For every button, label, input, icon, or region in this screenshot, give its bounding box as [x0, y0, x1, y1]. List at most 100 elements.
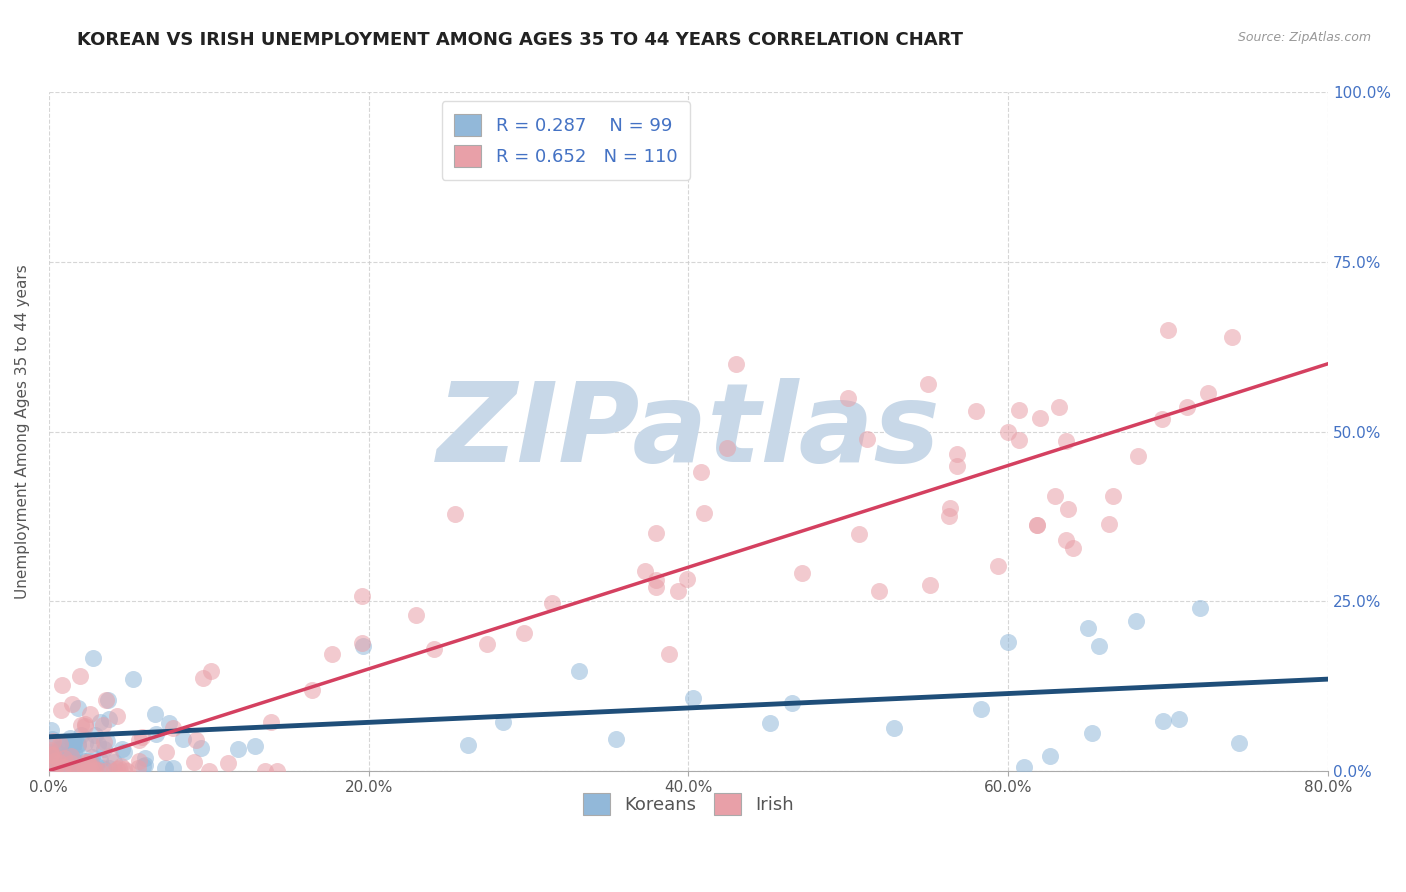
Point — [56, 748, 79, 763]
Point — [190, 740, 212, 755]
Point — [73, 719, 96, 733]
Point — [77, 763, 100, 777]
Point — [918, 578, 941, 592]
Point — [645, 526, 668, 541]
Point — [56, 754, 79, 768]
Point — [73, 754, 96, 768]
Point — [44, 753, 66, 767]
Point — [197, 764, 219, 778]
Point — [321, 647, 343, 661]
Point — [134, 758, 156, 772]
Point — [52, 760, 75, 774]
Point — [352, 589, 374, 603]
Point — [67, 737, 90, 751]
Point — [56, 747, 79, 762]
Point — [103, 755, 125, 769]
Point — [153, 761, 176, 775]
Point — [46, 753, 69, 767]
Point — [62, 763, 84, 777]
Point — [52, 739, 75, 754]
Point — [970, 702, 993, 716]
Point — [73, 717, 96, 731]
Point — [98, 761, 121, 775]
Point — [110, 741, 132, 756]
Point — [512, 625, 534, 640]
Point — [1062, 541, 1084, 556]
Point — [49, 756, 72, 771]
Point — [105, 709, 128, 723]
Point — [1025, 518, 1047, 533]
Point — [217, 756, 239, 770]
Point — [1081, 726, 1104, 740]
Point — [65, 761, 87, 775]
Point — [939, 501, 962, 516]
Point — [63, 754, 86, 768]
Text: ZIPatlas: ZIPatlas — [437, 378, 941, 485]
Point — [1177, 401, 1199, 415]
Point — [38, 763, 60, 777]
Point — [690, 466, 713, 480]
Y-axis label: Unemployment Among Ages 35 to 44 years: Unemployment Among Ages 35 to 44 years — [15, 264, 30, 599]
Point — [65, 756, 87, 771]
Point — [63, 736, 86, 750]
Point — [80, 764, 103, 778]
Point — [59, 761, 82, 775]
Point — [1088, 639, 1111, 653]
Point — [63, 746, 86, 760]
Point — [759, 715, 782, 730]
Point — [115, 764, 138, 778]
Point — [93, 742, 115, 756]
Point — [42, 734, 65, 748]
Point — [1047, 400, 1070, 414]
Point — [1057, 502, 1080, 516]
Point — [1157, 323, 1180, 337]
Point — [93, 735, 115, 749]
Text: KOREAN VS IRISH UNEMPLOYMENT AMONG AGES 35 TO 44 YEARS CORRELATION CHART: KOREAN VS IRISH UNEMPLOYMENT AMONG AGES … — [77, 31, 963, 49]
Point — [46, 763, 69, 777]
Point — [62, 761, 84, 775]
Point — [59, 749, 82, 764]
Point — [48, 742, 70, 756]
Point — [492, 714, 515, 729]
Point — [1029, 411, 1052, 425]
Point — [82, 761, 104, 775]
Point — [301, 683, 323, 698]
Point — [70, 718, 93, 732]
Point — [49, 737, 72, 751]
Point — [83, 728, 105, 742]
Point — [443, 507, 465, 521]
Point — [352, 636, 374, 650]
Point — [39, 723, 62, 737]
Point — [997, 425, 1019, 439]
Point — [134, 751, 156, 765]
Point — [93, 718, 115, 732]
Text: Source: ZipAtlas.com: Source: ZipAtlas.com — [1237, 31, 1371, 45]
Point — [83, 761, 105, 775]
Point — [82, 651, 104, 665]
Point — [658, 647, 681, 661]
Point — [51, 760, 73, 774]
Point — [86, 758, 108, 772]
Point — [52, 751, 75, 765]
Point — [405, 607, 427, 622]
Point — [84, 763, 107, 777]
Point — [1054, 533, 1077, 548]
Point — [132, 759, 155, 773]
Point — [79, 754, 101, 768]
Point — [1125, 615, 1147, 629]
Point — [87, 763, 110, 777]
Point — [77, 760, 100, 774]
Point — [143, 706, 166, 721]
Point — [987, 558, 1010, 573]
Point — [423, 641, 446, 656]
Point — [62, 753, 84, 767]
Point — [39, 747, 62, 762]
Point — [186, 733, 208, 747]
Point — [41, 756, 63, 771]
Point — [41, 760, 63, 774]
Point — [122, 673, 145, 687]
Point — [44, 754, 66, 768]
Point — [52, 760, 75, 774]
Point — [682, 691, 704, 706]
Point — [77, 758, 100, 772]
